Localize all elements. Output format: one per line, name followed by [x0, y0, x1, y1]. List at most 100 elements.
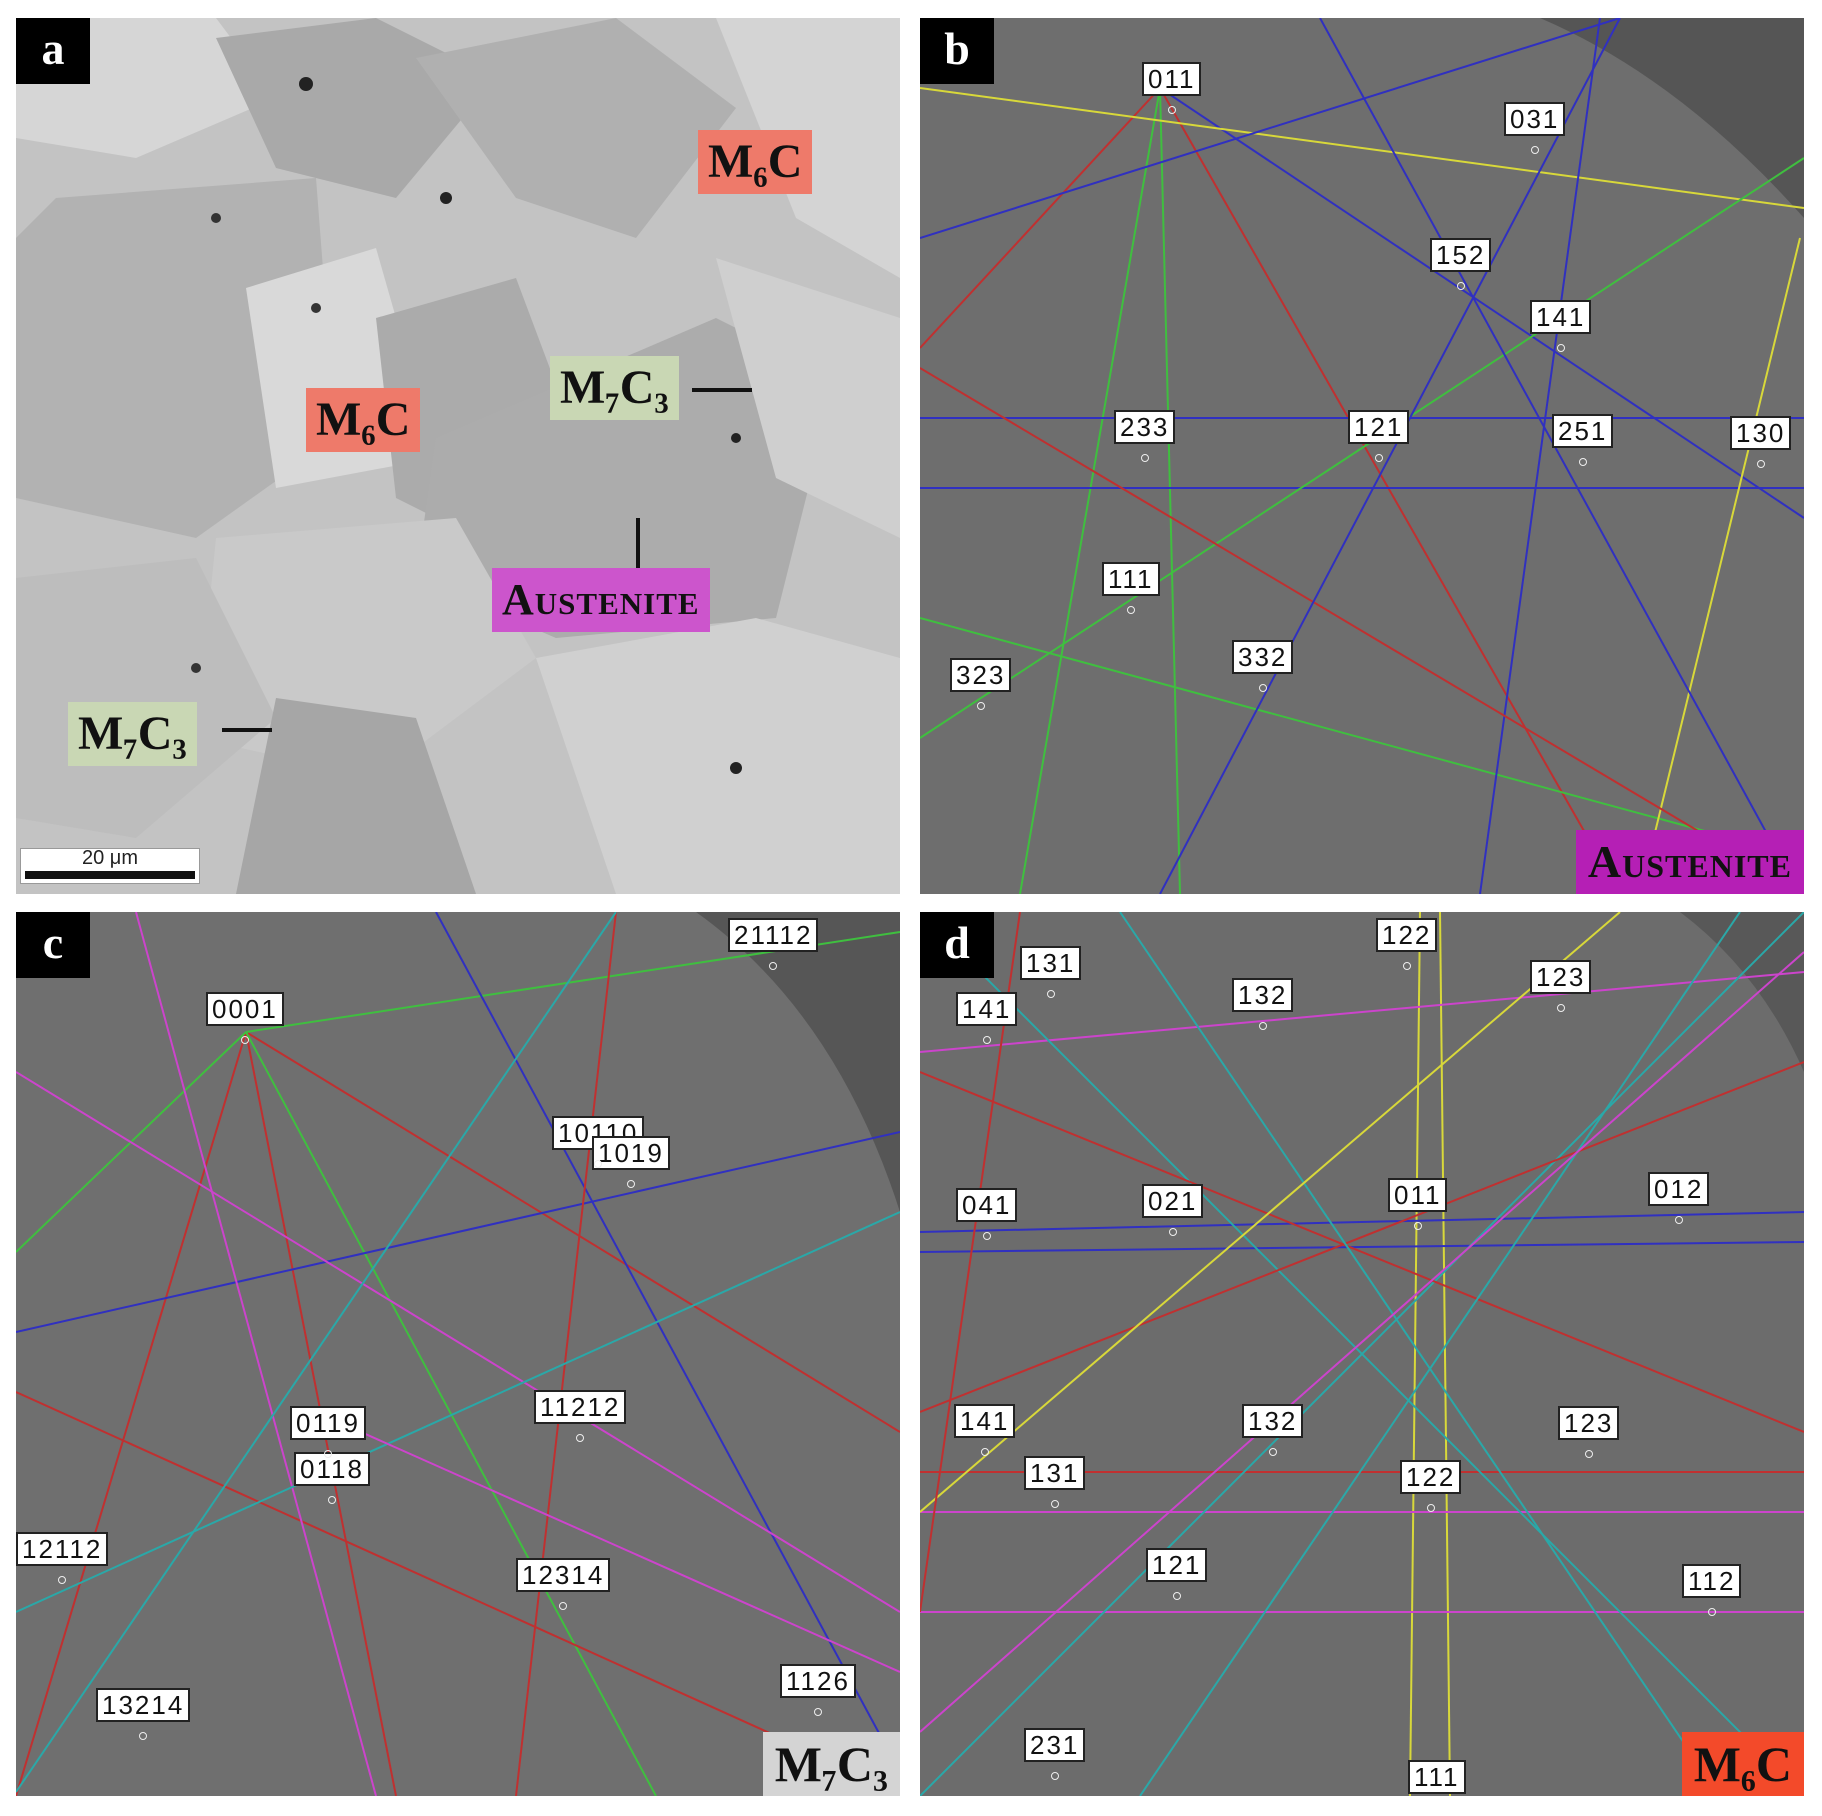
phase-label-m7c3: M₇C₃	[762, 1732, 900, 1796]
miller-index-label: 031	[1504, 102, 1566, 136]
miller-index-label: 12112	[16, 1532, 109, 1566]
miller-index-label: 131	[1024, 1456, 1086, 1490]
miller-index-label: 323	[950, 658, 1012, 692]
pattern-center-dot	[241, 1036, 249, 1044]
arrow-right-icon	[692, 388, 752, 392]
pattern-center-dot	[1578, 458, 1587, 466]
kikuchi-lines	[920, 18, 1804, 894]
pattern-center-dot	[1707, 1608, 1716, 1616]
phase-label-m6c: M₆C	[1681, 1732, 1804, 1796]
miller-index-label: 123	[1530, 960, 1592, 994]
pattern-center-dot	[559, 1602, 567, 1610]
miller-index-label: 251	[1552, 414, 1614, 448]
pattern-center-dot	[1674, 1216, 1683, 1224]
miller-index-label: 121	[1348, 410, 1410, 444]
miller-index-label: 1126	[780, 1664, 856, 1698]
kikuchi-lines	[920, 912, 1804, 1796]
pattern-center-dot	[1530, 146, 1539, 154]
miller-index-label: 130	[1730, 416, 1792, 450]
pattern-center-dot	[1258, 684, 1267, 692]
miller-index-label: 111	[1408, 1760, 1466, 1794]
pattern-center-dot	[976, 702, 985, 710]
panel-letter-d: d	[920, 912, 994, 978]
pattern-center-dot	[1046, 990, 1055, 998]
miller-index-label: 12314	[516, 1558, 611, 1592]
miller-index-label: 0118	[294, 1452, 370, 1486]
pattern-center-dot	[627, 1180, 635, 1188]
miller-index-label: 233	[1114, 410, 1176, 444]
miller-index-label: 041	[956, 1188, 1018, 1222]
pattern-center-dot	[1556, 344, 1565, 352]
pattern-center-dot	[1258, 1022, 1267, 1030]
miller-index-label: 122	[1400, 1460, 1462, 1494]
pattern-center-dot	[1268, 1448, 1277, 1456]
miller-index-label: 21112	[728, 918, 819, 952]
miller-index-label: 11212	[534, 1390, 627, 1424]
miller-index-label: 112	[1682, 1564, 1742, 1598]
miller-index-label: 021	[1142, 1184, 1204, 1218]
miller-index-label: 122	[1376, 918, 1438, 952]
arrow-right-icon	[222, 728, 272, 732]
arrow-up-icon	[636, 518, 640, 568]
miller-index-label: 231	[1024, 1728, 1086, 1762]
pattern-center-dot	[980, 1448, 989, 1456]
pattern-center-dot	[1556, 1004, 1565, 1012]
panel-letter-c: c	[16, 912, 90, 978]
pattern-center-dot	[1050, 1500, 1059, 1508]
miller-index-label: 132	[1242, 1404, 1304, 1438]
pattern-center-dot	[328, 1496, 336, 1504]
miller-index-label: 332	[1232, 640, 1294, 674]
pattern-center-dot	[1402, 962, 1411, 970]
miller-index-label: 123	[1558, 1406, 1620, 1440]
miller-index-label: 121	[1146, 1548, 1208, 1582]
sem-micrograph-panel: a M₆C M₆C M₇C₃ Austenite M₇C₃ 20 μm	[16, 18, 900, 894]
pattern-center-dot	[1584, 1450, 1593, 1458]
pattern-center-dot	[769, 962, 777, 970]
pattern-center-dot	[814, 1708, 822, 1716]
miller-index-label: 111	[1102, 562, 1160, 596]
pattern-center-dot	[324, 1450, 332, 1458]
pattern-center-dot	[1172, 1592, 1181, 1600]
m6c-label-middle: M₆C	[306, 388, 421, 452]
pattern-center-dot	[1050, 1772, 1059, 1780]
pattern-center-dot	[982, 1036, 991, 1044]
pattern-center-dot	[1127, 606, 1135, 614]
pattern-center-dot	[1456, 282, 1465, 290]
m7c3-label-middle: M₇C₃	[550, 356, 679, 420]
miller-index-label: 011	[1142, 62, 1202, 96]
kikuchi-pattern-m6c-panel: d 122 131 123 141 132 041 021 011 012 14…	[920, 912, 1804, 1796]
pattern-center-dot	[1413, 1222, 1422, 1230]
miller-index-label: 131	[1020, 946, 1082, 980]
miller-index-label: 141	[1530, 300, 1592, 334]
miller-index-label: 141	[956, 992, 1018, 1026]
panel-letter-b: b	[920, 18, 994, 84]
kikuchi-pattern-austenite-panel: b 011 031 152 141 233 121 251 130 111 33…	[920, 18, 1804, 894]
miller-index-label: 0001	[206, 992, 284, 1026]
pattern-center-dot	[1426, 1504, 1435, 1512]
pattern-center-dot	[1140, 454, 1149, 462]
miller-index-label: 011	[1388, 1178, 1448, 1212]
miller-index-label: 132	[1232, 978, 1294, 1012]
miller-index-label: 0119	[290, 1406, 366, 1440]
pattern-center-dot	[1167, 106, 1176, 114]
m6c-label-top: M₆C	[698, 130, 813, 194]
pattern-center-dot	[58, 1576, 66, 1584]
austenite-label: Austenite	[492, 568, 710, 632]
phase-label-austenite: Austenite	[1575, 830, 1804, 894]
miller-index-label: 141	[954, 1404, 1016, 1438]
pattern-center-dot	[982, 1232, 991, 1240]
miller-index-label: 152	[1430, 238, 1492, 272]
scale-bar-label: 20 μm	[82, 847, 138, 869]
m7c3-label-lower: M₇C₃	[68, 702, 197, 766]
scale-bar: 20 μm	[20, 847, 200, 884]
pattern-center-dot	[1168, 1228, 1177, 1236]
kikuchi-lines	[16, 912, 900, 1796]
pattern-center-dot	[139, 1732, 147, 1740]
pattern-center-dot	[576, 1434, 584, 1442]
miller-index-label: 012	[1648, 1172, 1710, 1206]
pattern-center-dot	[1756, 460, 1765, 468]
kikuchi-pattern-m7c3-panel: c 21112 0001 10110 1019 0119 11212 0118 …	[16, 912, 900, 1796]
miller-index-label: 1019	[592, 1136, 670, 1170]
pattern-center-dot	[1374, 454, 1383, 462]
pattern-center-dot	[594, 1160, 602, 1168]
